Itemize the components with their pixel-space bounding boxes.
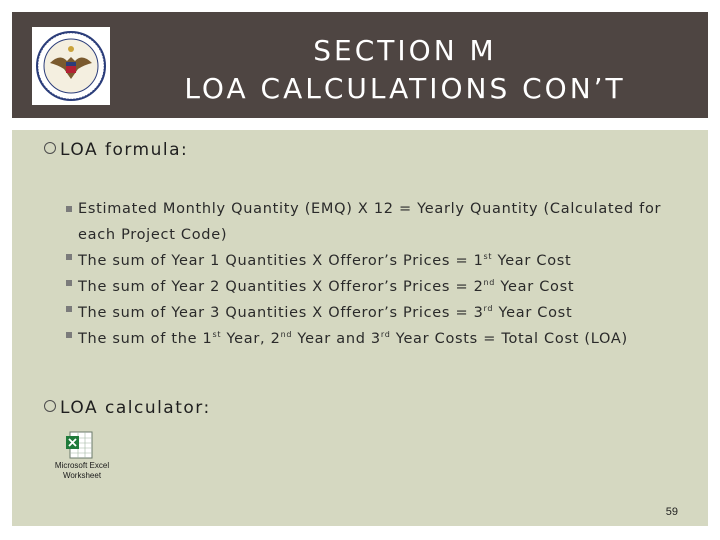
title-bar: SECTION M LOA CALCULATIONS CON’T bbox=[12, 12, 708, 118]
sub-bullet-3: The sum of Year 2 Quantities X Offeror’s… bbox=[66, 270, 698, 300]
excel-worksheet-icon bbox=[66, 431, 93, 459]
sub-bullet-text: The sum of the 1st Year, 2nd Year and 3r… bbox=[78, 330, 628, 347]
bullet-formula: LOA formula: bbox=[44, 140, 188, 160]
ordinal-suffix: rd bbox=[483, 304, 494, 313]
ordinal-suffix: nd bbox=[280, 330, 293, 339]
formula-heading: LOA formula: bbox=[60, 140, 189, 160]
excel-attachment-label: Microsoft Excel Worksheet bbox=[42, 461, 122, 481]
sub-bullet-text: The sum of Year 1 Quantities X Offeror’s… bbox=[78, 252, 572, 269]
ring-bullet-icon bbox=[44, 142, 56, 154]
square-bullet-icon bbox=[66, 254, 72, 260]
sub-bullet-1: Estimated Monthly Quantity (EMQ) X 12 = … bbox=[66, 196, 698, 248]
slide-title: SECTION M LOA CALCULATIONS CON’T bbox=[112, 32, 698, 108]
sub-bullet-text: The sum of Year 2 Quantities X Offeror’s… bbox=[78, 278, 575, 295]
page-number: 59 bbox=[665, 506, 678, 518]
square-bullet-icon bbox=[66, 206, 72, 212]
square-bullet-icon bbox=[66, 306, 72, 312]
content-area: LOA formula: Estimated Monthly Quantity … bbox=[12, 130, 708, 526]
bullet-calculator: LOA calculator: bbox=[44, 398, 211, 418]
title-line-2: LOA CALCULATIONS CON’T bbox=[184, 72, 626, 105]
sub-bullet-text: Estimated Monthly Quantity (EMQ) X 12 = … bbox=[78, 201, 662, 243]
ordinal-suffix: nd bbox=[483, 278, 496, 287]
excel-label-line-1: Microsoft Excel bbox=[54, 461, 110, 470]
ring-bullet-icon bbox=[44, 400, 56, 412]
square-bullet-icon bbox=[66, 332, 72, 338]
sub-bullet-4: The sum of Year 3 Quantities X Offeror’s… bbox=[66, 296, 698, 326]
ordinal-suffix: st bbox=[212, 330, 222, 339]
sub-bullet-text: The sum of Year 3 Quantities X Offeror’s… bbox=[78, 304, 573, 321]
square-bullet-icon bbox=[66, 280, 72, 286]
title-line-1: SECTION M bbox=[313, 34, 497, 67]
excel-label-line-2: Worksheet bbox=[62, 471, 102, 480]
ordinal-suffix: rd bbox=[380, 330, 391, 339]
sub-bullet-2: The sum of Year 1 Quantities X Offeror’s… bbox=[66, 244, 698, 274]
sub-bullet-5: The sum of the 1st Year, 2nd Year and 3r… bbox=[66, 322, 698, 352]
calculator-heading: LOA calculator: bbox=[60, 398, 211, 418]
ordinal-suffix: st bbox=[483, 252, 493, 261]
agency-seal-logo bbox=[32, 27, 110, 105]
excel-attachment[interactable]: Microsoft Excel Worksheet bbox=[42, 430, 122, 490]
